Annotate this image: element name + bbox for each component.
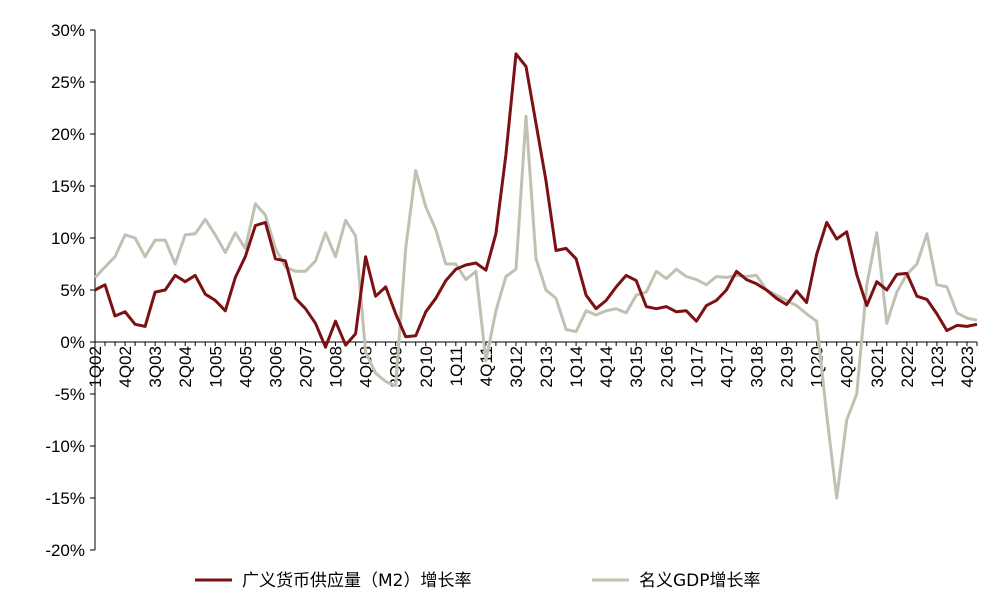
x-tick-label: 3Q15 [627, 346, 646, 388]
y-tick-label: 25% [51, 73, 85, 92]
x-tick-label: 1Q23 [928, 346, 947, 388]
y-axis: -20% -15% -10% -5% 0% 5% 10% 15% 20% 25% 30% [45, 21, 96, 560]
x-tick-label: 4Q05 [236, 346, 255, 388]
y-tick-label: 10% [51, 229, 85, 248]
x-tick-label: 2Q04 [176, 346, 195, 388]
x-tick-label: 2Q07 [296, 346, 315, 388]
x-tick-label: 2Q19 [778, 346, 797, 388]
x-tick-label: 4Q20 [838, 346, 857, 388]
x-tick-label: 1Q05 [206, 346, 225, 388]
y-tick-label: 5% [60, 281, 85, 300]
x-tick-label: 3Q03 [146, 346, 165, 388]
x-tick-label: 4Q11 [477, 346, 496, 386]
x-tick-label: 1Q02 [86, 346, 105, 388]
x-tick-label: 3Q06 [266, 346, 285, 388]
series-line-gdp [93, 114, 978, 500]
y-tick-label: -15% [45, 489, 85, 508]
y-tick-label: -20% [45, 541, 85, 560]
y-tick-label: 0% [60, 333, 85, 352]
x-tick-label: 4Q23 [958, 346, 977, 388]
y-tick-label: -5% [55, 385, 85, 404]
x-tick-label: 4Q14 [597, 346, 616, 388]
x-tick-label: 2Q16 [657, 346, 676, 388]
x-tick-label: 4Q08 [357, 346, 376, 388]
y-tick-label: 30% [51, 21, 85, 40]
x-tick-label: 1Q08 [327, 346, 346, 388]
legend: 广义货币供应量（M2）增长率 名义GDP增长率 [195, 571, 761, 591]
x-axis: 1Q02 4Q02 3Q03 2Q04 1Q05 4Q05 3Q06 2Q07 1Q08 4Q08… [86, 341, 978, 388]
x-tick-label: 3Q21 [868, 346, 887, 388]
x-tick-label: 2Q22 [898, 346, 917, 388]
y-tick-label: 20% [51, 125, 85, 144]
y-tick-label: 15% [51, 177, 85, 196]
x-tick-label: 2Q13 [537, 346, 556, 388]
x-tick-label: 4Q17 [717, 346, 736, 388]
x-tick-label: 4Q02 [116, 346, 135, 388]
x-tick-label: 3Q12 [507, 346, 526, 388]
x-tick-label: 3Q18 [748, 346, 767, 388]
x-tick-label: 1Q14 [567, 346, 586, 388]
x-tick-label: 1Q11 [447, 346, 466, 386]
x-tick-label: 2Q10 [417, 346, 436, 388]
legend-label-m2: 广义货币供应量（M2）增长率 [242, 571, 471, 591]
legend-label-gdp: 名义GDP增长率 [639, 571, 761, 591]
series-line-m2 [94, 52, 978, 349]
y-tick-label: -10% [45, 437, 85, 456]
series-layer [93, 52, 978, 500]
x-tick-label: 1Q17 [687, 346, 706, 388]
